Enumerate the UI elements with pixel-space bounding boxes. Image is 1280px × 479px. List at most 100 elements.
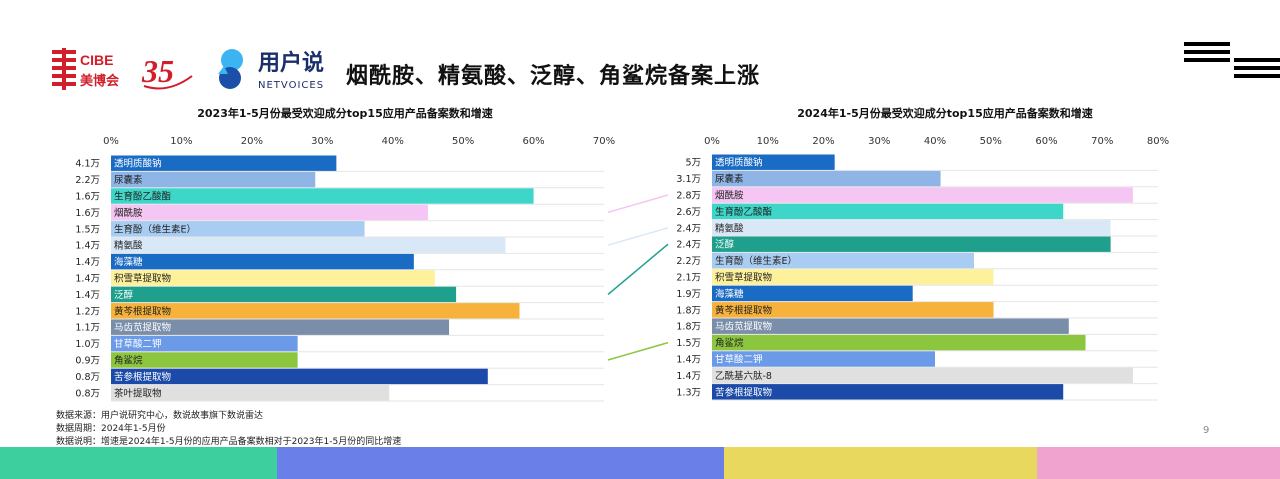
page-number: 9 — [1203, 425, 1210, 436]
anniv-logo-text: 35 — [141, 53, 174, 89]
bar — [111, 352, 298, 368]
connector-line — [607, 341, 669, 361]
footnote-note: 数据说明：增速是2024年1-5月份的应用产品备案数相对于2023年1-5月份的… — [56, 437, 402, 447]
bottom-bar-segment-4 — [1037, 447, 1280, 479]
bar-count-label: 1.9万 — [676, 289, 701, 300]
bar-category-label: 苦参根提取物 — [114, 371, 172, 383]
bar-category-label: 积雪草提取物 — [114, 273, 172, 285]
charts-area: 2023年1-5月份最受欢迎成分top15应用产品备案数和增速 0% 10% 20% 3… — [75, 106, 1169, 402]
cibe-logo-subtext: 美博会 — [80, 73, 120, 89]
netvoices-logo: 用户说 NETVOICES — [218, 49, 324, 91]
cibe-logo: CIBE 美博会 — [52, 48, 120, 90]
connector-line — [607, 194, 669, 214]
bottom-bar-segment-3 — [724, 447, 1037, 479]
bar-count-label: 1.4万 — [676, 355, 701, 366]
bar-category-label: 透明质酸钠 — [715, 157, 763, 169]
x-tick-label: 50% — [980, 136, 1002, 147]
bar — [712, 203, 1064, 220]
x-tick-label: 0% — [704, 136, 720, 147]
bar-category-label: 烟酰胺 — [715, 190, 744, 202]
bar — [712, 236, 1111, 252]
x-tick-label: 20% — [241, 136, 263, 147]
page-title: 烟酰胺、精氨酸、泛醇、角鲨烷备案上涨 — [346, 64, 761, 89]
bar-category-label: 生育酚乙酸酯 — [715, 206, 773, 218]
bar-count-label: 2.2万 — [676, 256, 701, 267]
bar-count-label: 1.8万 — [676, 322, 701, 333]
bar-category-label: 甘草酸二钾 — [114, 338, 162, 350]
x-tick-label: 0% — [103, 136, 119, 147]
bar — [111, 303, 520, 319]
bar-category-label: 茶叶提取物 — [114, 387, 162, 399]
bar-category-label: 尿囊素 — [114, 174, 143, 186]
connector-line — [607, 243, 669, 295]
x-tick-label: 30% — [311, 136, 333, 147]
bar — [111, 368, 488, 385]
bottom-bar-segment-1 — [0, 447, 277, 479]
x-tick-label: 70% — [1091, 136, 1113, 147]
bar-count-label: 1.4万 — [75, 274, 100, 285]
bar-count-label: 1.6万 — [75, 208, 100, 219]
bar-category-label: 海藻糖 — [114, 256, 143, 268]
bar — [111, 253, 414, 270]
bar-category-label: 苦参根提取物 — [715, 386, 773, 398]
bar-count-label: 1.0万 — [75, 339, 100, 350]
x-tick-label: 60% — [522, 136, 544, 147]
hamburger-menu-icon[interactable] — [1180, 40, 1280, 80]
bar-count-label: 2.8万 — [676, 191, 701, 202]
bar-count-label: 1.5万 — [676, 338, 701, 349]
brand-name-cn: 用户说 — [258, 50, 324, 76]
x-tick-label: 30% — [868, 136, 890, 147]
bar-category-label: 精氨酸 — [715, 222, 744, 234]
bar — [111, 221, 365, 237]
bar-count-label: 1.2万 — [75, 306, 100, 317]
header: CIBE 美博会 35 用户说 NETVOICES 烟酰胺、精氨酸、泛醇、角鲨烷… — [0, 0, 1280, 100]
x-tick-label: 40% — [924, 136, 946, 147]
bar-category-label: 生育酚（维生素E） — [114, 223, 196, 235]
bar-category-label: 烟酰胺 — [114, 207, 143, 219]
bar-category-label: 黄芩根提取物 — [114, 305, 172, 317]
footnote-period: 数据周期：2024年1-5月份 — [56, 424, 166, 434]
bar — [712, 154, 835, 170]
bar — [712, 187, 1133, 203]
bar-category-label: 黄芩根提取物 — [715, 304, 773, 316]
bar-count-label: 1.4万 — [75, 241, 100, 252]
bar-count-label: 1.4万 — [75, 290, 100, 301]
bar-category-label: 甘草酸二钾 — [715, 354, 763, 366]
bar-count-label: 1.8万 — [676, 305, 701, 316]
chart-title-2: 2024年1-5月份最受欢迎成分top15应用产品备案数和增速 — [797, 106, 1092, 120]
bar-category-label: 积雪草提取物 — [715, 272, 773, 284]
bar — [111, 188, 534, 204]
bottom-bar-segment-2 — [277, 447, 724, 479]
bar-category-label: 马齿苋提取物 — [715, 321, 773, 333]
bar-category-label: 泛醇 — [114, 289, 134, 301]
bar — [111, 335, 298, 352]
bar — [712, 252, 975, 269]
bar-count-label: 3.1万 — [676, 174, 701, 185]
bar-count-label: 1.5万 — [75, 224, 100, 235]
bar-count-label: 2.4万 — [676, 240, 701, 251]
bar — [111, 270, 435, 286]
bar-category-label: 透明质酸钠 — [114, 158, 162, 170]
bar — [111, 171, 316, 188]
bar-count-label: 4.1万 — [75, 159, 100, 170]
bar-count-label: 5万 — [685, 158, 701, 169]
bar — [111, 204, 428, 221]
chart-title-1: 2023年1-5月份最受欢迎成分top15应用产品备案数和增速 — [197, 106, 492, 120]
bar-category-label: 海藻糖 — [715, 288, 744, 300]
bar-count-label: 0.9万 — [75, 356, 100, 367]
bar-count-label: 2.6万 — [676, 207, 701, 218]
bar-category-label: 马齿苋提取物 — [114, 322, 172, 334]
bar-count-label: 2.1万 — [676, 273, 701, 284]
bar-category-label: 生育酚（维生素E） — [715, 255, 797, 267]
x-tick-label: 40% — [382, 136, 404, 147]
bar — [111, 237, 506, 253]
bar-count-label: 1.3万 — [676, 387, 701, 398]
bar-count-label: 1.4万 — [75, 257, 100, 268]
bar — [712, 269, 994, 285]
bar — [712, 351, 935, 367]
bar-count-label: 2.4万 — [676, 223, 701, 234]
bar — [712, 318, 1069, 334]
bar — [111, 385, 390, 401]
bar — [111, 155, 337, 171]
bar — [111, 319, 450, 335]
